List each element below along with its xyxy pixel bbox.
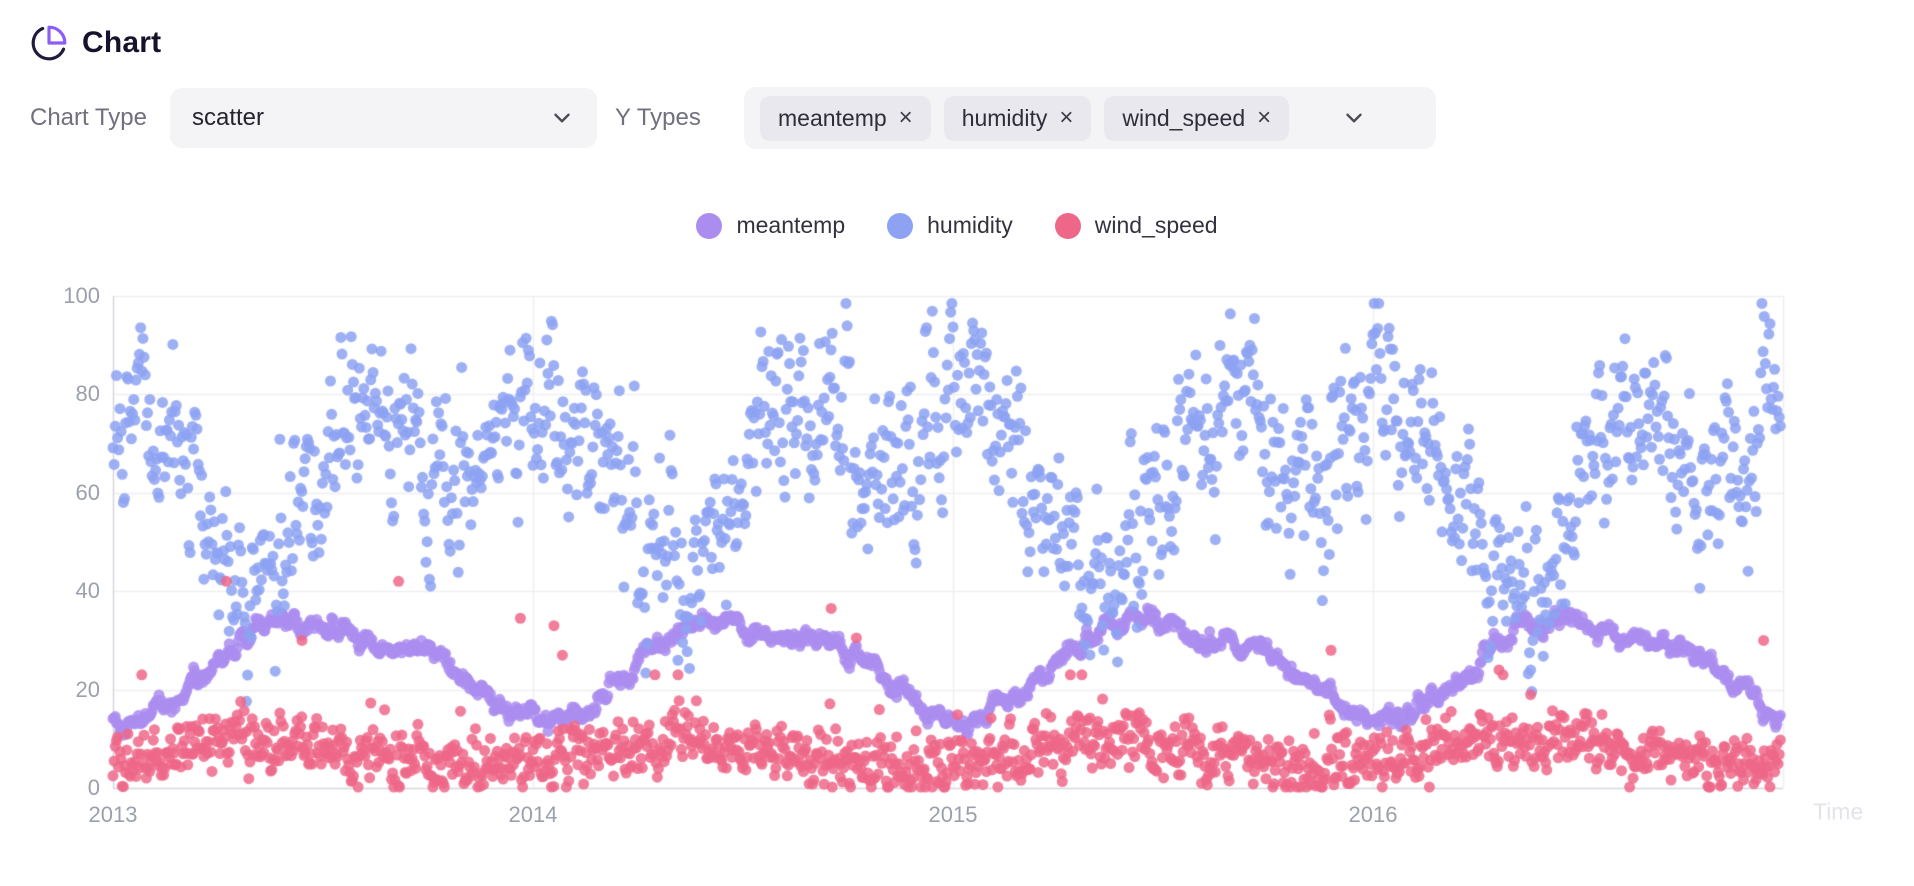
legend-item-humidity[interactable]: humidity — [887, 212, 1013, 239]
y-types-label: Y Types — [615, 104, 701, 131]
chevron-down-icon — [554, 113, 570, 123]
y-types-tags: meantemp × humidity × wind_speed × — [760, 95, 1290, 141]
legend-label: humidity — [927, 212, 1013, 238]
legend-marker-icon — [696, 212, 723, 239]
legend-item-meantemp[interactable]: meantemp — [696, 212, 845, 239]
y-type-tag-wind_speed[interactable]: wind_speed × — [1104, 95, 1290, 141]
legend-marker-icon — [1054, 212, 1081, 239]
pie-chart-icon — [31, 25, 67, 61]
remove-tag-icon[interactable]: × — [1257, 104, 1272, 131]
y-axis-tick: 20 — [75, 676, 100, 702]
y-axis-tick: 100 — [63, 283, 100, 308]
chart-type-select[interactable]: scatter — [170, 88, 597, 148]
remove-tag-icon[interactable]: × — [898, 104, 913, 131]
y-type-tag-humidity[interactable]: humidity × — [943, 95, 1092, 141]
y-type-tag-label: humidity — [961, 104, 1048, 131]
y-axis-tick: 0 — [87, 775, 100, 800]
x-axis-tick: 2015 — [928, 802, 978, 827]
y-axis-tick: 60 — [75, 479, 100, 505]
x-axis-tick: 2014 — [508, 802, 558, 827]
y-type-tag-meantemp[interactable]: meantemp × — [760, 95, 931, 141]
page-title: Chart — [82, 26, 162, 59]
legend-label: meantemp — [736, 212, 846, 238]
remove-tag-icon[interactable]: × — [1059, 104, 1074, 131]
y-type-tag-label: wind_speed — [1122, 104, 1246, 131]
x-axis-tick: 2013 — [88, 802, 138, 827]
legend-item-wind_speed[interactable]: wind_speed — [1054, 212, 1218, 239]
x-axis-title: Time — [1813, 798, 1864, 825]
x-axis-tick: 2016 — [1348, 802, 1398, 827]
chart-type-label: Chart Type — [30, 104, 147, 131]
y-type-tag-label: meantemp — [778, 104, 887, 131]
legend-label: wind_speed — [1094, 212, 1218, 238]
y-axis-tick: 80 — [75, 381, 100, 407]
chart-type-value: scatter — [192, 104, 265, 131]
page-header: Chart — [30, 24, 161, 62]
chart-legend: meantemp humidity wind_speed — [0, 212, 1914, 239]
y-axis-tick: 40 — [75, 578, 100, 604]
y-types-select[interactable]: meantemp × humidity × wind_speed × — [744, 87, 1436, 149]
legend-marker-icon — [887, 212, 914, 239]
chevron-down-icon — [1346, 113, 1362, 123]
